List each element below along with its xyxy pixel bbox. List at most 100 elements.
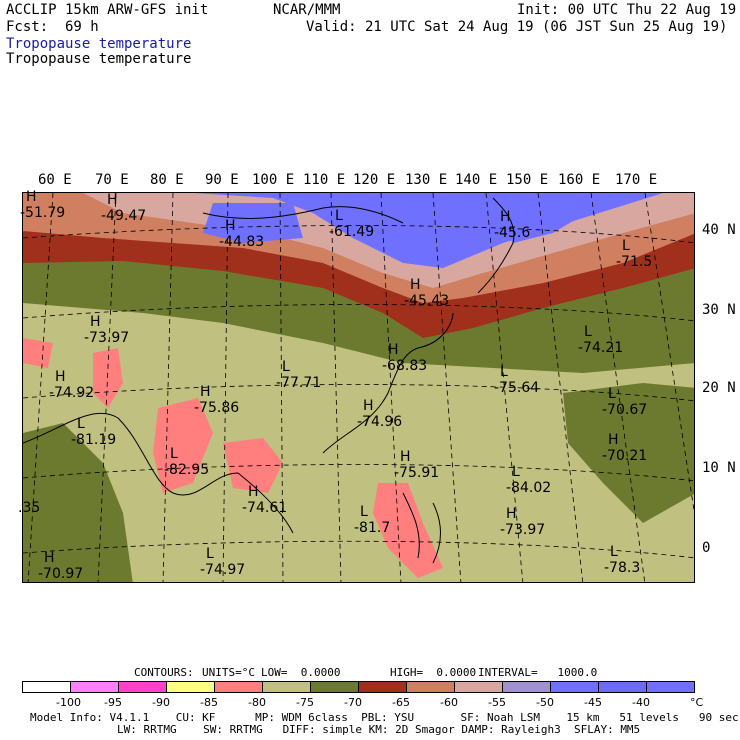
marker-value: -74.92 xyxy=(49,385,95,401)
marker-value: -84.02 xyxy=(506,480,552,496)
low-marker: L xyxy=(500,364,508,380)
latitude-label: 0 xyxy=(702,540,711,556)
low-marker: L xyxy=(335,208,343,224)
low-marker: L xyxy=(360,504,368,520)
marker-value: -82.95 xyxy=(164,462,210,478)
marker-value: -74.96 xyxy=(357,414,403,430)
marker-value: -68.83 xyxy=(382,358,428,374)
high-marker: H xyxy=(506,506,517,522)
high-marker: H xyxy=(55,369,66,385)
high-marker: H xyxy=(107,192,118,208)
colorbar-tick-label: -100 xyxy=(56,696,81,709)
high-marker: H xyxy=(90,314,101,330)
marker-value: -61.49 xyxy=(329,224,375,240)
high-marker: H xyxy=(26,189,37,205)
marker-value: -75.86 xyxy=(194,400,240,416)
colorbar-tick-label: -95 xyxy=(104,696,122,709)
low-marker: L xyxy=(610,544,618,560)
marker-value: -81.7 xyxy=(354,520,391,536)
high-marker: H xyxy=(363,398,374,414)
low-marker: L xyxy=(170,446,178,462)
latitude-label: 40 N xyxy=(702,222,736,238)
low-marker: L xyxy=(77,416,85,432)
longitude-label: 120 E xyxy=(353,172,396,188)
colorbar-tick-label: -40 xyxy=(632,696,650,709)
colorbar-tick-label: -65 xyxy=(392,696,410,709)
longitude-label: 80 E xyxy=(150,172,184,188)
colorbar-swatch xyxy=(406,681,455,693)
marker-value: -81.19 xyxy=(71,432,117,448)
org-label: NCAR/MMM xyxy=(273,2,341,18)
model-info-line2: LW: RRTMG SW: RRTMG DIFF: simple KM: 2D … xyxy=(117,723,641,736)
longitude-label: 160 E xyxy=(558,172,601,188)
marker-value: -51.79 xyxy=(20,205,66,221)
colorbar-swatch xyxy=(502,681,551,693)
high-marker: H xyxy=(44,550,55,566)
colorbar-tick-label: -45 xyxy=(584,696,602,709)
colorbar-swatch xyxy=(70,681,119,693)
longitude-label: 140 E xyxy=(455,172,498,188)
marker-value: -74.97 xyxy=(200,562,246,578)
colorbar-tick-label: -75 xyxy=(296,696,314,709)
high-marker: H xyxy=(225,218,236,234)
marker-value: -70.21 xyxy=(602,448,648,464)
model-title: ACCLIP 15km ARW-GFS init xyxy=(6,2,209,18)
marker-value: -45.43 xyxy=(404,293,450,309)
fcst-label: Fcst: xyxy=(6,19,49,35)
colorbar-tick-label: -55 xyxy=(488,696,506,709)
high-marker: H xyxy=(248,484,259,500)
longitude-label: 70 E xyxy=(95,172,129,188)
high-marker: H xyxy=(500,209,511,225)
high-marker: H xyxy=(410,277,421,293)
marker-value: -74.21 xyxy=(578,340,624,356)
colorbar-swatch xyxy=(550,681,599,693)
colorbar-swatch xyxy=(262,681,311,693)
marker-value: -78.3 xyxy=(604,560,641,576)
colorbar-tick-label: -90 xyxy=(152,696,170,709)
marker-value: -77.71 xyxy=(276,375,322,391)
marker-value: -74.61 xyxy=(242,500,288,516)
marker-value: -70.67 xyxy=(602,402,648,418)
marker-value: -71.5 xyxy=(616,254,653,270)
field-title: Tropopause temperature xyxy=(6,51,192,67)
fcst-value: 69 h xyxy=(65,19,99,35)
tropopause-field xyxy=(23,193,694,582)
init-time: Init: 00 UTC Thu 22 Aug 19 xyxy=(517,2,737,18)
marker-value: -45.6 xyxy=(494,225,531,241)
valid-time: Valid: 21 UTC Sat 24 Aug 19 (06 JST Sun … xyxy=(306,19,728,35)
latitude-label: 20 N xyxy=(702,380,736,396)
longitude-label: 130 E xyxy=(405,172,448,188)
low-marker: L xyxy=(282,359,290,375)
colorbar-unit: °C xyxy=(690,696,704,709)
model-info-line1: Model Info: V4.1.1 CU: KF MP: WDM 6class… xyxy=(30,711,739,724)
marker-value: .35 xyxy=(18,500,41,516)
colorbar-swatch xyxy=(598,681,647,693)
colorbar-swatch xyxy=(118,681,167,693)
low-marker: L xyxy=(608,386,616,402)
colorbar-tick-label: -70 xyxy=(344,696,362,709)
low-marker: L xyxy=(206,546,214,562)
colorbar-swatch xyxy=(454,681,503,693)
latitude-label: 10 N xyxy=(702,460,736,476)
low-marker: L xyxy=(512,464,520,480)
colorbar-swatch xyxy=(358,681,407,693)
contours-units: UNITS=°C xyxy=(202,666,255,679)
contours-label: CONTOURS: xyxy=(134,666,194,679)
high-marker: H xyxy=(388,342,399,358)
colorbar-tick-label: -85 xyxy=(200,696,218,709)
marker-value: -70.97 xyxy=(38,566,84,582)
low-marker: L xyxy=(622,238,630,254)
latitude-label: 30 N xyxy=(702,302,736,318)
map-panel xyxy=(22,192,695,583)
colorbar-tick-label: -80 xyxy=(248,696,266,709)
marker-value: -75.64 xyxy=(494,380,540,396)
longitude-label: 110 E xyxy=(303,172,346,188)
contours-interval: INTERVAL= 1000.0 xyxy=(478,666,598,679)
contours-high: HIGH= 0.0000 xyxy=(390,666,477,679)
colorbar-swatch xyxy=(646,681,695,693)
longitude-label: 150 E xyxy=(506,172,549,188)
colorbar-tick-label: -60 xyxy=(440,696,458,709)
marker-value: -73.97 xyxy=(500,522,546,538)
colorbar-tick-label: -50 xyxy=(536,696,554,709)
marker-value: -73.97 xyxy=(84,330,130,346)
